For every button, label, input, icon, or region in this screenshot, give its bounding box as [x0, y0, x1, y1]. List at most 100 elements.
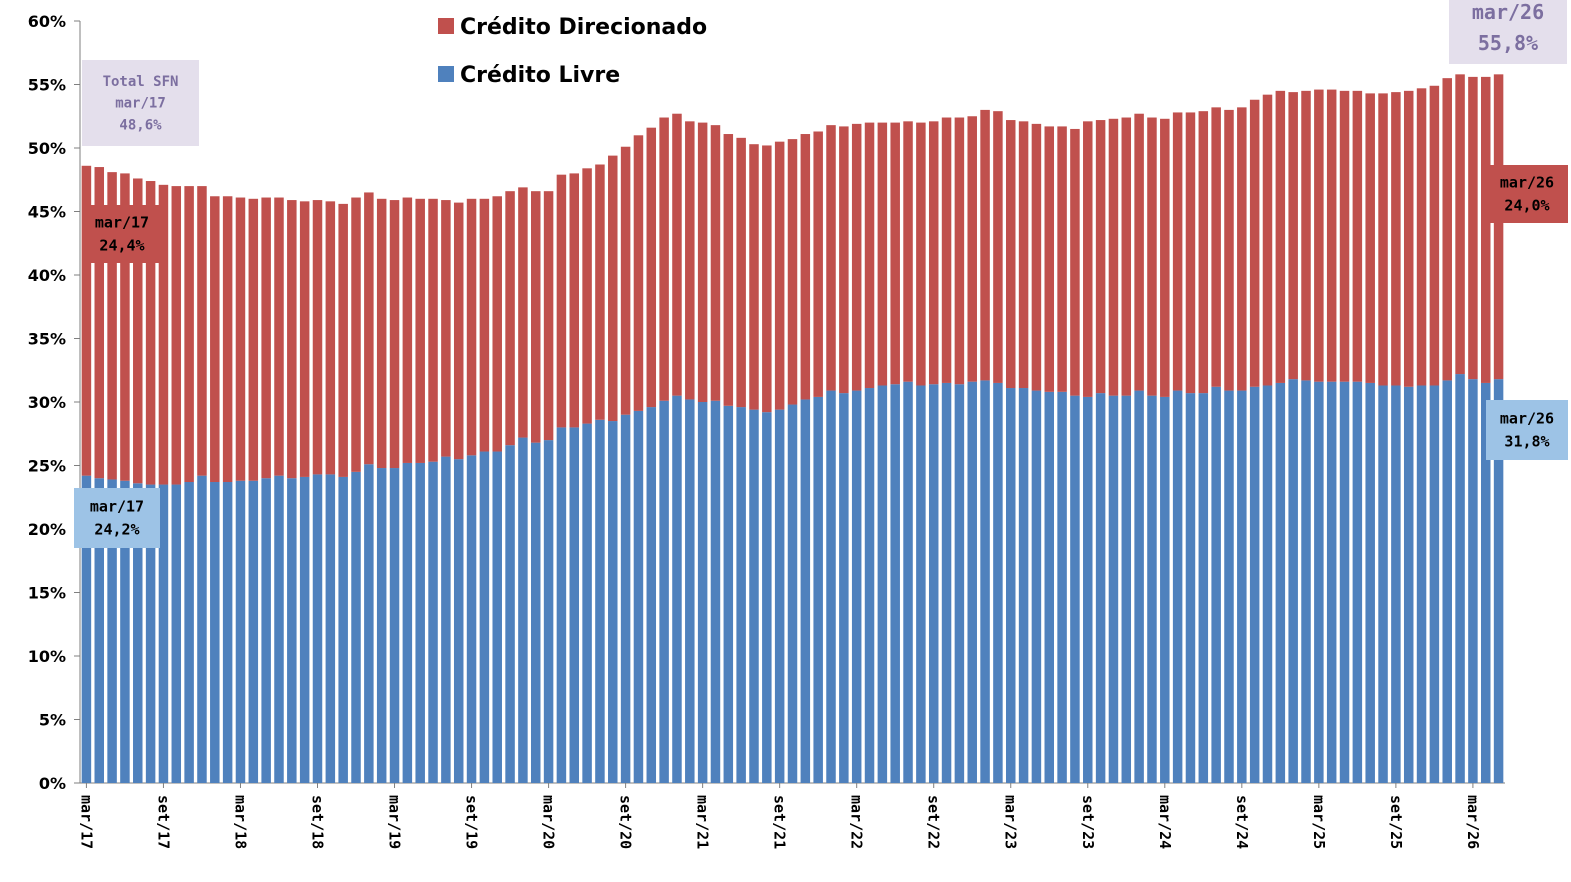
y-tick-label: 10% — [28, 647, 66, 666]
bar-credito-direcionado — [1326, 89, 1337, 382]
bar-credito-direcionado — [685, 121, 695, 400]
bar-credito-livre — [453, 459, 464, 783]
bar-credito-livre — [762, 412, 772, 783]
bar-credito-direcionado — [389, 200, 400, 469]
bar-credito-direcionado — [697, 122, 708, 402]
bar-credito-livre — [1429, 385, 1440, 783]
bar-credito-livre — [890, 384, 900, 783]
bar-credito-livre — [274, 475, 284, 783]
bar-credito-livre — [608, 421, 618, 783]
bar-credito-direcionado — [646, 127, 657, 408]
annotations-layer: Total SFN mar/17 48,6% mar/26 55,8% mar/17 24,… — [74, 0, 1568, 548]
bar-credito-direcionado — [620, 146, 631, 415]
bar-credito-direcionado — [171, 186, 182, 485]
bar-credito-livre — [556, 427, 567, 783]
x-tick-label: set/23 — [1079, 795, 1097, 849]
bar-credito-direcionado — [1185, 112, 1196, 394]
bar-credito-livre — [312, 474, 323, 783]
bar-credito-livre — [1365, 382, 1375, 783]
bar-credito-livre — [1224, 390, 1234, 783]
bar-credito-livre — [1044, 391, 1055, 783]
bar-credito-livre — [287, 478, 297, 783]
bar-credito-direcionado — [376, 198, 387, 469]
annotation-text: mar/17 — [95, 213, 149, 231]
bar-credito-direcionado — [1044, 126, 1055, 392]
bar-credito-direcionado — [222, 196, 233, 483]
bar-credito-livre — [1352, 381, 1363, 783]
bar-credito-direcionado — [287, 200, 297, 479]
bar-credito-livre — [633, 410, 644, 783]
x-tick-label: set/18 — [309, 795, 327, 849]
bar-credito-direcionado — [800, 134, 811, 400]
bar-credito-direcionado — [81, 165, 92, 476]
bar-credito-livre — [1108, 395, 1119, 783]
x-tick-label: mar/19 — [386, 795, 404, 849]
bar-credito-direcionado — [1403, 90, 1414, 387]
bar-credito-livre — [518, 437, 528, 783]
bar-credito-livre — [749, 409, 759, 783]
bar-credito-livre — [800, 399, 811, 783]
bar-credito-direcionado — [338, 203, 348, 477]
bar-credito-livre — [325, 474, 336, 783]
bar-credito-livre — [466, 455, 477, 783]
bar-credito-direcionado — [633, 135, 644, 411]
bar-credito-direcionado — [466, 198, 477, 456]
bar-credito-livre — [1442, 380, 1452, 783]
bar-credito-direcionado — [1378, 93, 1388, 386]
bar-credito-livre — [1160, 396, 1170, 783]
annotation-text: 24,4% — [99, 237, 144, 255]
bar-credito-livre — [376, 468, 387, 783]
annotation-total-start: Total SFN mar/17 48,6% — [82, 60, 199, 146]
bar-credito-direcionado — [672, 113, 682, 396]
bar-credito-livre — [1301, 380, 1311, 783]
bar-credito-direcionado — [402, 197, 413, 463]
bar-credito-direcionado — [1134, 113, 1144, 391]
annotation-text: 48,6% — [119, 117, 162, 133]
legend-label: Crédito Livre — [460, 63, 620, 88]
bar-credito-livre — [530, 442, 541, 783]
annotation-box — [82, 205, 162, 263]
bar-credito-direcionado — [479, 198, 490, 452]
annotation-box — [82, 60, 199, 146]
bar-credito-livre — [1198, 393, 1209, 783]
bar-credito-livre — [1403, 386, 1414, 783]
bar-credito-direcionado — [1455, 74, 1465, 375]
x-tick-label: set/17 — [154, 795, 172, 849]
bar-credito-livre — [941, 382, 952, 783]
bar-credito-livre — [145, 484, 156, 783]
bar-credito-livre — [222, 482, 233, 783]
bar-credito-livre — [1416, 385, 1427, 783]
bar-credito-direcionado — [1237, 107, 1247, 391]
bar-credito-livre — [1147, 395, 1157, 783]
bar-credito-livre — [980, 380, 990, 783]
annotation-box — [74, 488, 160, 548]
y-tick-label: 40% — [28, 266, 66, 285]
bar-credito-livre — [1480, 382, 1491, 783]
bar-credito-livre — [1018, 388, 1029, 783]
bars-layer — [81, 74, 1504, 783]
annotation-livre-end: mar/26 31,8% — [1486, 400, 1568, 460]
x-tick-label: set/24 — [1233, 795, 1251, 849]
bar-credito-direcionado — [530, 191, 541, 443]
bar-credito-direcionado — [261, 197, 271, 479]
bar-credito-livre — [787, 404, 798, 783]
bar-credito-livre — [1211, 386, 1221, 783]
annotation-text: 24,0% — [1504, 197, 1549, 215]
annotation-dir-end: mar/26 24,0% — [1486, 165, 1568, 223]
bar-credito-direcionado — [595, 164, 605, 420]
bar-credito-livre — [851, 390, 862, 783]
bar-credito-direcionado — [505, 191, 515, 446]
bar-credito-direcionado — [1224, 109, 1234, 391]
bar-credito-direcionado — [826, 125, 836, 391]
bar-credito-direcionado — [94, 167, 105, 479]
bar-credito-livre — [1468, 379, 1478, 783]
bar-credito-direcionado — [158, 184, 169, 485]
bar-credito-direcionado — [1480, 76, 1491, 383]
bar-credito-direcionado — [993, 111, 1003, 383]
bar-credito-livre — [351, 471, 361, 783]
bar-credito-direcionado — [1391, 92, 1401, 386]
bar-credito-direcionado — [1301, 90, 1311, 381]
bar-credito-livre — [107, 479, 117, 783]
y-tick-label: 15% — [28, 584, 66, 603]
x-tick-label: mar/26 — [1464, 795, 1482, 849]
